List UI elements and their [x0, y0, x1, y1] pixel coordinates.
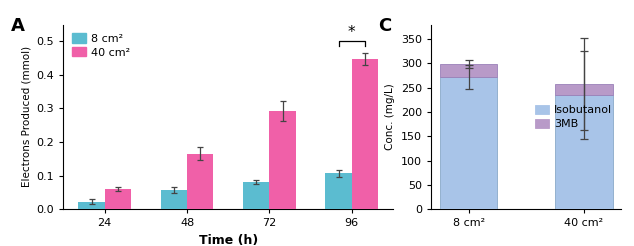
Legend: Isobutanol, 3MB: Isobutanol, 3MB	[532, 101, 616, 132]
Bar	[325, 173, 352, 209]
Legend: 8 cm², 40 cm²: 8 cm², 40 cm²	[69, 30, 134, 61]
Bar	[555, 84, 612, 95]
Text: *: *	[348, 25, 356, 40]
X-axis label: Time (h): Time (h)	[198, 234, 258, 246]
Bar	[440, 77, 498, 209]
Bar	[105, 189, 131, 209]
Y-axis label: Conc. (mg/L): Conc. (mg/L)	[385, 83, 396, 150]
Bar	[352, 59, 378, 209]
Bar	[269, 111, 295, 209]
Bar	[161, 190, 187, 209]
Y-axis label: Electrons Produced (mmol): Electrons Produced (mmol)	[21, 46, 31, 187]
Bar	[187, 154, 214, 209]
Text: A: A	[11, 17, 25, 35]
Bar	[243, 182, 269, 209]
Text: C: C	[378, 17, 391, 35]
Bar	[440, 64, 498, 77]
Bar	[555, 95, 612, 209]
Bar	[79, 202, 105, 209]
